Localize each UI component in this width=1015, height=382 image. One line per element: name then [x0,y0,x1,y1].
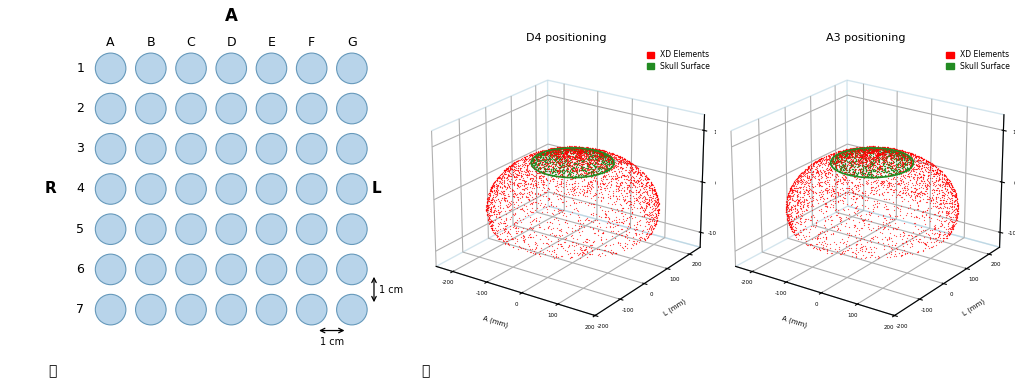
Text: 7: 7 [76,303,84,316]
Circle shape [256,254,286,285]
Text: A: A [224,7,238,25]
Circle shape [136,53,166,84]
Circle shape [296,93,327,124]
Circle shape [256,93,286,124]
Circle shape [176,214,206,244]
Circle shape [296,214,327,244]
Text: 2: 2 [76,102,84,115]
Circle shape [337,53,367,84]
Text: C: C [187,36,196,49]
Circle shape [136,133,166,164]
Circle shape [176,53,206,84]
Circle shape [136,93,166,124]
Circle shape [95,295,126,325]
Circle shape [216,133,247,164]
X-axis label: A (mm): A (mm) [482,314,509,329]
Circle shape [216,53,247,84]
Title: D4 positioning: D4 positioning [526,33,606,43]
Circle shape [95,174,126,204]
Text: L: L [371,181,381,196]
Text: 1 cm: 1 cm [320,337,344,346]
Circle shape [95,214,126,244]
Circle shape [216,254,247,285]
Circle shape [95,133,126,164]
Text: Ⓐ: Ⓐ [48,364,57,378]
Text: 6: 6 [76,263,84,276]
Circle shape [337,295,367,325]
Text: R: R [45,181,56,196]
Y-axis label: L (mm): L (mm) [663,298,687,317]
Circle shape [256,214,286,244]
Circle shape [337,174,367,204]
Circle shape [95,93,126,124]
Text: 1: 1 [76,62,84,75]
Legend: XD Elements, Skull Surface: XD Elements, Skull Surface [646,49,712,72]
Circle shape [337,93,367,124]
Circle shape [136,295,166,325]
X-axis label: A (mm): A (mm) [782,314,808,329]
Circle shape [256,174,286,204]
Circle shape [176,93,206,124]
Circle shape [296,133,327,164]
Circle shape [136,174,166,204]
Circle shape [176,174,206,204]
Circle shape [337,214,367,244]
Circle shape [296,53,327,84]
Text: E: E [268,36,275,49]
Text: F: F [309,36,316,49]
Y-axis label: L (mm): L (mm) [962,298,987,317]
Circle shape [216,214,247,244]
Circle shape [296,295,327,325]
Text: D: D [226,36,236,49]
Text: G: G [347,36,356,49]
Circle shape [95,53,126,84]
Circle shape [256,53,286,84]
Text: 3: 3 [76,142,84,155]
Circle shape [216,295,247,325]
Text: 4: 4 [76,183,84,196]
Legend: XD Elements, Skull Surface: XD Elements, Skull Surface [945,49,1011,72]
Circle shape [136,214,166,244]
Circle shape [296,254,327,285]
Circle shape [256,133,286,164]
Circle shape [216,174,247,204]
Text: A: A [107,36,115,49]
Circle shape [95,254,126,285]
Circle shape [337,133,367,164]
Circle shape [176,254,206,285]
Circle shape [216,93,247,124]
Circle shape [176,133,206,164]
Text: 1 cm: 1 cm [379,285,403,295]
Circle shape [337,254,367,285]
Circle shape [256,295,286,325]
Circle shape [136,254,166,285]
Title: A3 positioning: A3 positioning [825,33,905,43]
Text: B: B [146,36,155,49]
Circle shape [176,295,206,325]
Text: 5: 5 [76,223,84,236]
Circle shape [296,174,327,204]
Text: Ⓑ: Ⓑ [421,364,429,378]
